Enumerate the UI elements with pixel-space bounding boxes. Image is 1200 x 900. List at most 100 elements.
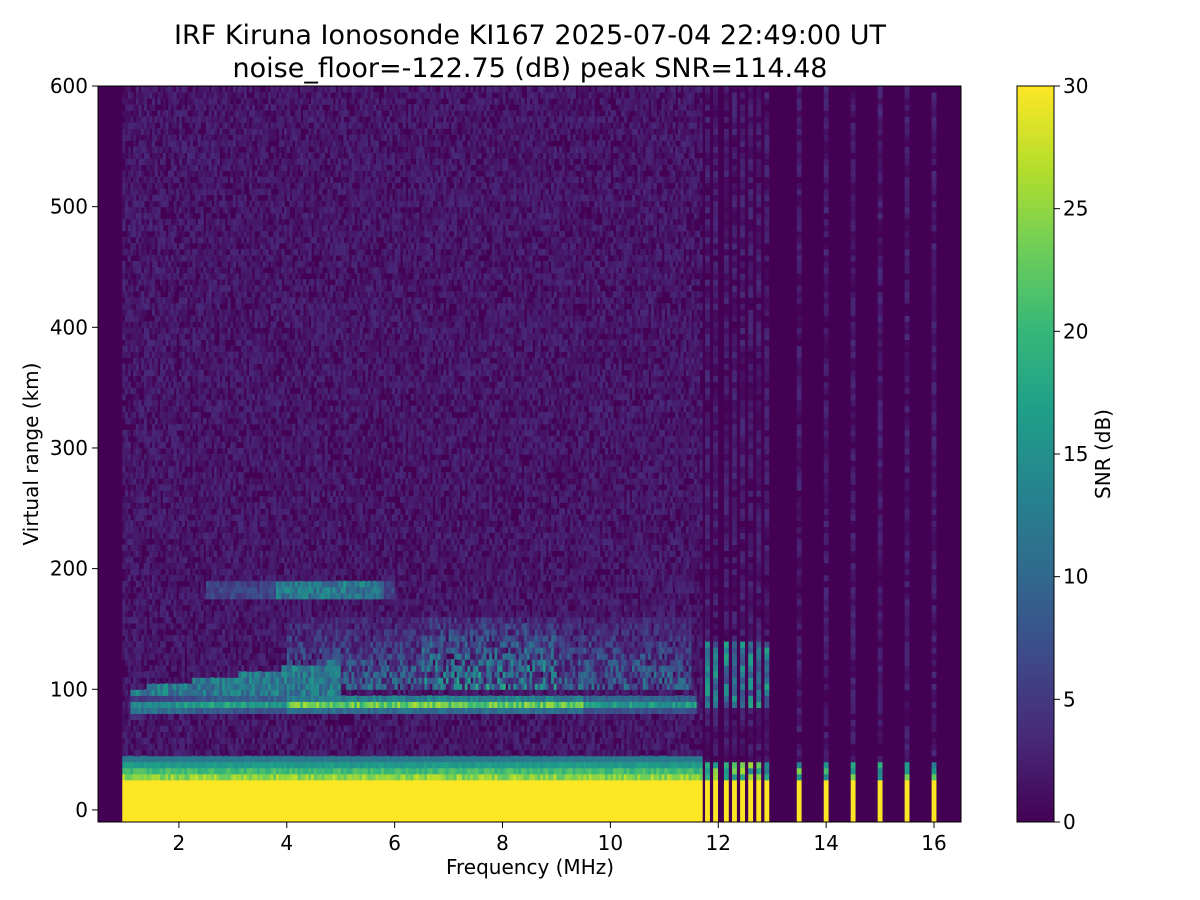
heatmap-cell bbox=[130, 490, 134, 497]
heatmap-cell bbox=[146, 381, 150, 389]
heatmap-cell bbox=[246, 737, 250, 745]
heatmap-cell bbox=[160, 297, 164, 304]
heatmap-cell bbox=[259, 484, 264, 491]
heatmap-cell bbox=[192, 423, 196, 431]
heatmap-cell bbox=[135, 604, 140, 612]
heatmap-cell bbox=[173, 230, 177, 238]
heatmap-cell bbox=[168, 86, 172, 93]
heatmap-cell bbox=[160, 707, 164, 715]
heatmap-cell bbox=[143, 297, 148, 304]
heatmap-cell bbox=[211, 381, 215, 389]
heatmap-cell bbox=[205, 339, 210, 347]
heatmap-cell bbox=[122, 460, 126, 467]
heatmap-cell bbox=[138, 659, 142, 666]
heatmap-cell bbox=[146, 779, 150, 787]
heatmap-cell bbox=[165, 411, 169, 419]
heatmap-cell bbox=[205, 478, 210, 485]
heatmap-cell bbox=[189, 496, 193, 503]
heatmap-cell bbox=[127, 441, 131, 449]
heatmap-cell bbox=[189, 743, 193, 751]
heatmap-cell bbox=[243, 315, 247, 322]
heatmap-cell bbox=[162, 671, 167, 678]
heatmap-cell bbox=[187, 279, 191, 286]
heatmap-cell bbox=[151, 466, 156, 473]
heatmap-cell bbox=[154, 134, 158, 141]
heatmap-cell bbox=[154, 381, 158, 389]
heatmap-cell bbox=[230, 435, 234, 443]
heatmap-cell bbox=[184, 447, 188, 455]
heatmap-cell bbox=[143, 520, 148, 527]
heatmap-cell bbox=[146, 677, 150, 684]
heatmap-cell bbox=[127, 641, 131, 648]
heatmap-cell bbox=[208, 134, 212, 141]
heatmap-cell bbox=[205, 544, 210, 552]
heatmap-cell bbox=[246, 423, 250, 431]
heatmap-cell bbox=[165, 797, 169, 805]
heatmap-cell bbox=[165, 490, 169, 497]
heatmap-cell bbox=[170, 761, 175, 769]
heatmap-cell bbox=[127, 797, 131, 805]
heatmap-cell bbox=[141, 815, 145, 822]
heatmap-cell bbox=[160, 743, 164, 751]
heatmap-cell bbox=[178, 140, 183, 147]
heatmap-cell bbox=[135, 98, 140, 105]
heatmap-cell bbox=[240, 393, 245, 401]
heatmap-cell bbox=[211, 182, 215, 190]
heatmap-cell bbox=[165, 562, 169, 570]
heatmap-cell bbox=[124, 212, 129, 220]
heatmap-cell bbox=[149, 701, 153, 708]
heatmap-cell bbox=[133, 104, 137, 111]
heatmap-cell bbox=[146, 134, 150, 141]
heatmap-cell bbox=[143, 92, 148, 99]
heatmap-cell bbox=[200, 562, 204, 570]
heatmap-cell bbox=[211, 176, 215, 184]
heatmap-cell bbox=[141, 665, 145, 672]
heatmap-cell bbox=[189, 164, 193, 172]
heatmap-cell bbox=[192, 671, 196, 678]
heatmap-cell bbox=[181, 502, 185, 509]
heatmap-cell bbox=[189, 653, 193, 660]
heatmap-cell bbox=[200, 695, 204, 702]
heatmap-cell bbox=[165, 731, 169, 739]
heatmap-cell bbox=[160, 785, 164, 793]
heatmap-cell bbox=[165, 743, 169, 751]
heatmap-cell bbox=[251, 466, 256, 473]
heatmap-cell bbox=[151, 254, 156, 262]
heatmap-cell bbox=[133, 393, 137, 401]
heatmap-cell bbox=[208, 128, 212, 135]
heatmap-cell bbox=[130, 116, 134, 123]
heatmap-cell bbox=[208, 616, 212, 624]
heatmap-cell bbox=[197, 659, 202, 666]
heatmap-cell bbox=[203, 502, 207, 509]
heatmap-cell bbox=[149, 647, 153, 654]
heatmap-cell bbox=[249, 429, 253, 437]
heatmap-cell bbox=[192, 647, 196, 654]
heatmap-cell bbox=[151, 152, 156, 159]
heatmap-cell bbox=[151, 279, 156, 286]
heatmap-cell bbox=[200, 508, 204, 515]
heatmap-cell bbox=[205, 610, 210, 618]
heatmap-cell bbox=[195, 182, 199, 190]
heatmap-cell bbox=[192, 520, 196, 527]
heatmap-cell bbox=[178, 568, 183, 576]
heatmap-cell bbox=[178, 411, 183, 419]
heatmap-cell bbox=[157, 743, 161, 751]
heatmap-cell bbox=[122, 701, 126, 708]
heatmap-cell bbox=[203, 647, 207, 654]
heatmap-cell bbox=[133, 242, 137, 250]
heatmap-cell bbox=[213, 393, 218, 401]
heatmap-cell bbox=[205, 616, 210, 624]
heatmap-cell bbox=[197, 665, 202, 672]
heatmap-cell bbox=[222, 182, 226, 190]
heatmap-cell bbox=[181, 466, 185, 473]
heatmap-cell bbox=[133, 773, 137, 781]
heatmap-cell bbox=[141, 122, 145, 129]
heatmap-cell bbox=[181, 701, 185, 708]
heatmap-cell bbox=[124, 719, 129, 727]
heatmap-cell bbox=[254, 321, 258, 328]
heatmap-cell bbox=[238, 297, 242, 304]
heatmap-cell bbox=[133, 170, 137, 178]
heatmap-cell bbox=[124, 610, 129, 618]
heatmap-cell bbox=[195, 351, 199, 359]
heatmap-cell bbox=[146, 303, 150, 310]
